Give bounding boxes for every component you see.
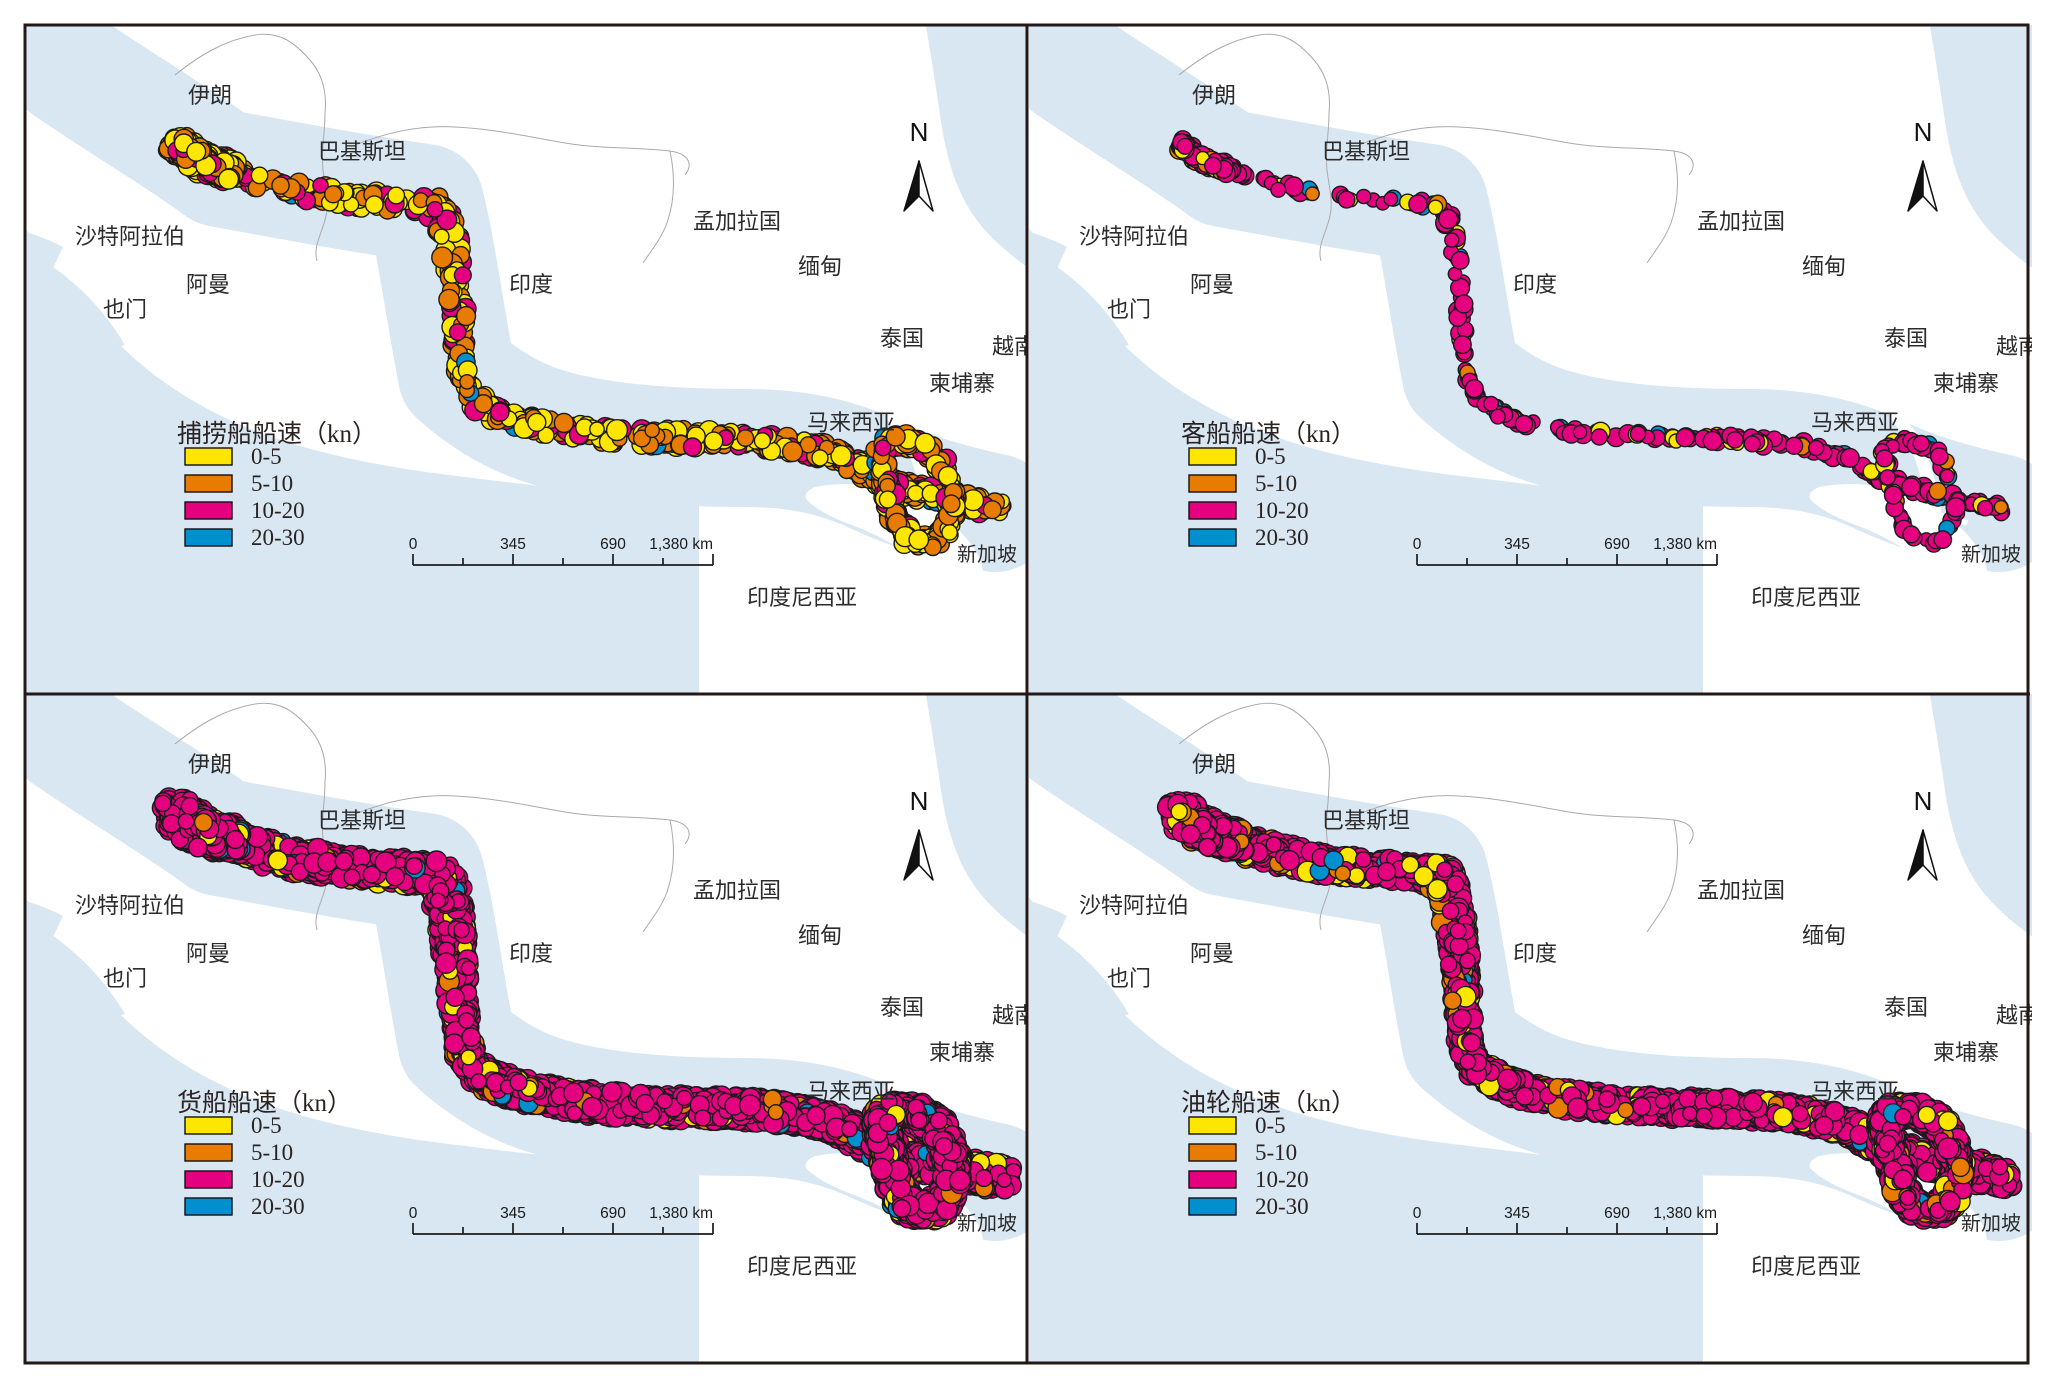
svg-text:捕捞船船速（kn）: 捕捞船船速（kn） bbox=[177, 420, 377, 448]
svg-text:客船船速（kn）: 客船船速（kn） bbox=[1181, 420, 1356, 448]
